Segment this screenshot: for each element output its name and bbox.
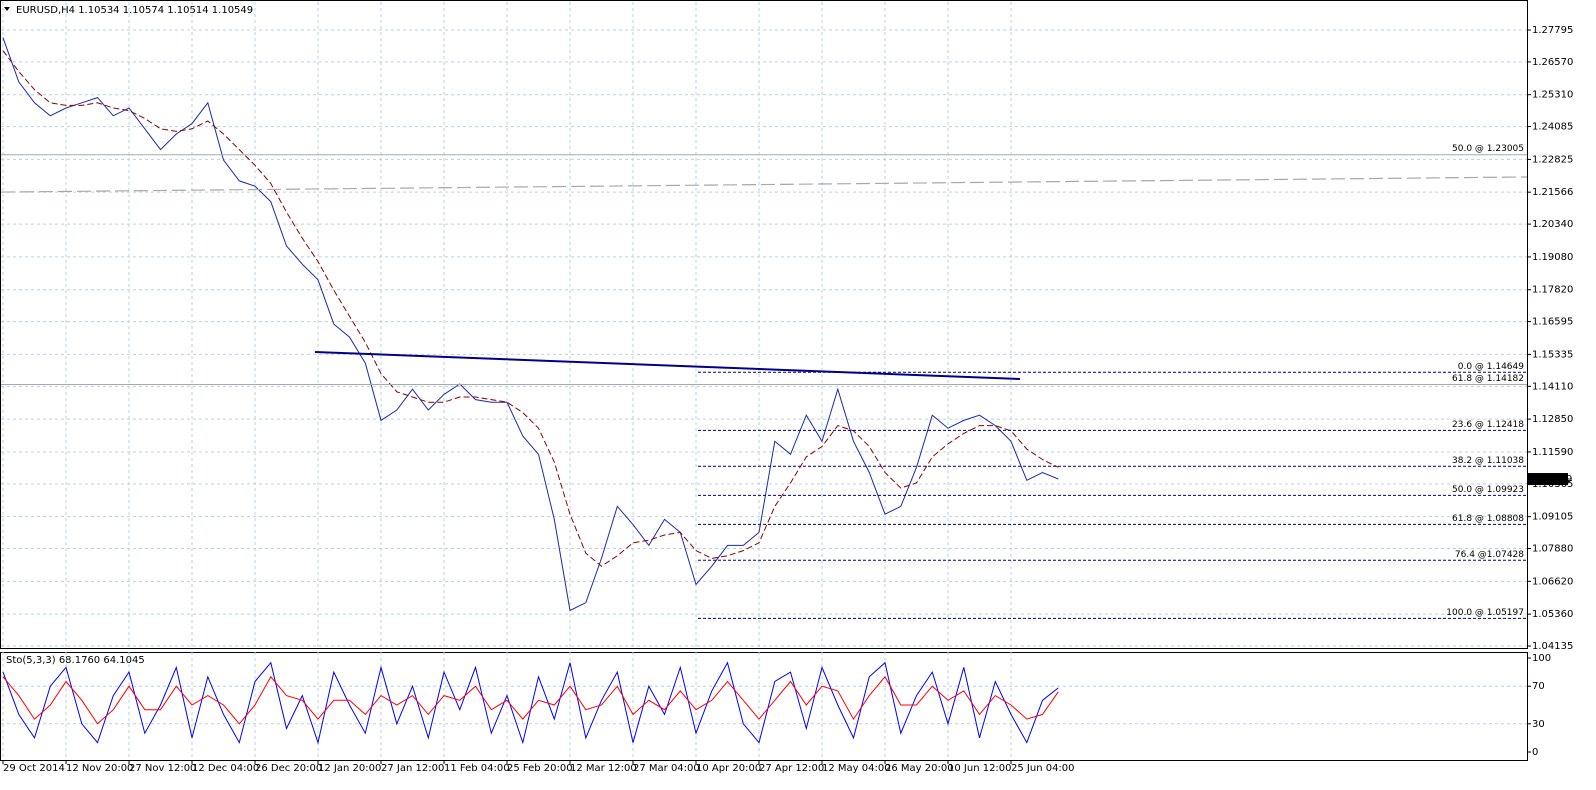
menu-arrow	[4, 7, 10, 11]
x-tick-label: 12 May 04:00	[822, 763, 891, 774]
series-line	[2, 37, 1059, 612]
y-tick-label: 1.27795	[1532, 25, 1573, 36]
series-line	[2, 50, 1059, 567]
y-tick-label: 1.14110	[1532, 381, 1573, 392]
y-tick-label: 1.16595	[1532, 317, 1573, 328]
x-tick-label: 12 Jan 20:00	[318, 763, 381, 774]
trendline	[314, 350, 1021, 381]
fib-label: 76.4 @1.07428	[1455, 550, 1524, 560]
x-tick-label: 26 Dec 20:00	[255, 763, 322, 774]
price-pane	[0, 0, 1528, 649]
y-tick-label: 1.19080	[1532, 252, 1573, 263]
x-tick-label: 27 Apr 12:00	[759, 763, 824, 774]
y-tick-label: 1.11590	[1532, 447, 1573, 458]
chart-title: EURUSD,H4 1.10534 1.10574 1.10514 1.1054…	[16, 5, 253, 16]
fib-label: 50.0 @ 1.23005	[1452, 144, 1524, 154]
x-tick-label: 12 Nov 20:00	[66, 763, 133, 774]
y-tick-label: 1.05360	[1532, 609, 1573, 620]
series-line	[2, 675, 1059, 725]
y-tick-label: 1.17820	[1532, 285, 1573, 296]
fib-label: 0.0 @ 1.14649	[1458, 362, 1525, 372]
fib-label: 23.6 @ 1.12418	[1452, 420, 1524, 430]
stochastic-pane	[0, 652, 1528, 761]
fib-label: 61.8 @ 1.14182	[1452, 374, 1524, 384]
x-tick-label: 26 May 20:00	[885, 763, 954, 774]
x-tick-label: 10 Apr 20:00	[696, 763, 761, 774]
indicator-title: Sto(5,3,3) 68.1760 64.1045	[6, 655, 145, 666]
y-tick-label: 30	[1532, 719, 1545, 730]
y-tick-label: 1.09105	[1532, 512, 1573, 523]
x-tick-label: 27 Jan 12:00	[381, 763, 444, 774]
y-tick-label: 1.20340	[1532, 219, 1573, 230]
fib-label: 61.8 @ 1.08808	[1452, 514, 1524, 524]
y-tick-label: 1.25310	[1532, 90, 1573, 101]
x-tick-label: 27 Mar 04:00	[633, 763, 700, 774]
y-tick-label: 1.22825	[1532, 154, 1573, 165]
y-tick-label: 1.06620	[1532, 576, 1573, 587]
y-tick-label: 0	[1532, 747, 1538, 758]
x-tick-label: 29 Oct 2014	[3, 763, 65, 774]
x-tick-label: 12 Mar 12:00	[570, 763, 637, 774]
y-tick-label: 1.15335	[1532, 349, 1573, 360]
x-tick-label: 27 Nov 12:00	[129, 763, 196, 774]
x-tick-label: 25 Feb 20:00	[507, 763, 573, 774]
y-tick-label: 100	[1532, 653, 1551, 664]
fib-label: 38.2 @ 1.11038	[1452, 456, 1524, 466]
x-tick-label: 11 Feb 04:00	[444, 763, 510, 774]
y-tick-label: 1.07880	[1532, 544, 1573, 555]
y-tick-label: 1.26570	[1532, 57, 1573, 68]
x-tick-label: 12 Dec 04:00	[192, 763, 259, 774]
fib-label: 100.0 @ 1.05197	[1446, 608, 1524, 618]
last-price-box	[1528, 473, 1568, 486]
x-tick-label: 25 Jun 04:00	[1011, 763, 1075, 774]
y-tick-label: 1.24085	[1532, 122, 1573, 133]
y-tick-label: 1.21566	[1532, 187, 1573, 198]
last-price-label: 1.10549	[1531, 474, 1572, 485]
long-dashed-line	[0, 176, 1528, 193]
fib-label: 50.0 @ 1.09923	[1452, 485, 1524, 495]
y-tick-label: 70	[1532, 681, 1545, 692]
y-tick-label: 1.04135	[1532, 641, 1573, 652]
x-tick-label: 10 Jun 12:00	[948, 763, 1012, 774]
y-tick-label: 1.12850	[1532, 414, 1573, 425]
